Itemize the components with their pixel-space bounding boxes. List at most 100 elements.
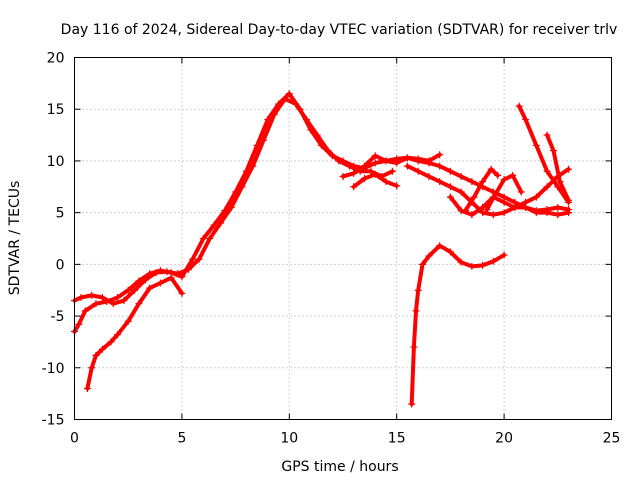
series-track-7 [515, 102, 573, 206]
data-point [522, 203, 530, 211]
data-point [393, 159, 401, 167]
data-point [339, 172, 347, 180]
data-point [446, 183, 454, 191]
data-point [232, 188, 240, 196]
data-point [382, 157, 390, 165]
data-point [554, 203, 562, 211]
data-point [103, 298, 111, 306]
data-point [425, 157, 433, 165]
data-point [83, 384, 91, 392]
series-line [545, 133, 571, 203]
data-point [124, 286, 132, 294]
data-point [500, 198, 508, 206]
y-tick-label: -10 [42, 361, 65, 377]
data-point [517, 188, 525, 196]
data-point [206, 235, 214, 242]
data-point [468, 262, 476, 270]
x-tick-label: 25 [603, 431, 621, 447]
data-point [167, 274, 175, 282]
data-point [131, 286, 139, 294]
data-point [156, 267, 164, 275]
data-point [328, 152, 336, 160]
data-point [487, 165, 495, 173]
data-point [146, 270, 154, 278]
data-point [113, 331, 121, 339]
data-point [509, 171, 517, 179]
data-point [436, 162, 444, 170]
data-point [565, 165, 573, 173]
data-point [483, 206, 491, 214]
data-point [75, 320, 83, 328]
data-point [360, 175, 368, 183]
data-point [408, 400, 416, 408]
data-point [446, 167, 454, 175]
data-point [436, 242, 444, 250]
data-point [489, 257, 497, 265]
data-point [339, 157, 347, 165]
data-point [470, 193, 478, 201]
data-point [468, 178, 476, 186]
x-tick-label: 10 [280, 431, 298, 447]
data-point [107, 338, 115, 346]
data-point [307, 126, 315, 134]
data-point [500, 251, 508, 259]
series-line [85, 275, 184, 391]
y-tick-label: 0 [56, 257, 65, 273]
data-point [367, 167, 375, 175]
y-tick-label: -5 [51, 309, 65, 325]
data-point [371, 170, 379, 178]
data-point [135, 300, 143, 308]
data-point [532, 207, 540, 215]
data-point [350, 162, 358, 170]
data-point [199, 235, 207, 242]
data-point [479, 178, 487, 186]
data-point [565, 206, 573, 214]
data-point [479, 203, 487, 211]
data-point [436, 151, 444, 159]
series-track-4 [339, 151, 444, 180]
series-track-8 [543, 131, 573, 204]
data-point [522, 116, 530, 124]
data-point [210, 221, 218, 229]
chart-title: Day 116 of 2024, Sidereal Day-to-day VTE… [61, 22, 618, 38]
data-point [543, 131, 551, 139]
data-point [98, 345, 106, 353]
data-point [178, 273, 186, 281]
data-point [457, 172, 465, 180]
y-tick-label: -15 [42, 413, 65, 429]
series-line [405, 164, 571, 217]
series-track-11 [483, 171, 525, 214]
data-point [489, 211, 497, 219]
data-point [532, 141, 540, 149]
data-point [425, 252, 433, 260]
data-point [543, 167, 551, 175]
series-line [72, 91, 571, 334]
data-point [418, 260, 426, 268]
data-point [543, 206, 551, 214]
data-point [318, 141, 326, 149]
series-track-12 [350, 170, 401, 191]
data-point [178, 289, 186, 297]
data-point [543, 183, 551, 191]
data-point [500, 176, 508, 184]
data-point [393, 182, 401, 190]
data-point [446, 248, 454, 256]
series-group [71, 90, 573, 408]
x-tick-label: 0 [70, 431, 79, 447]
data-point [403, 154, 411, 162]
data-point [388, 167, 396, 175]
data-point [275, 100, 283, 108]
data-point [285, 90, 293, 98]
y-tick-label: 15 [47, 102, 65, 118]
series-line [517, 104, 571, 205]
series-line [341, 152, 442, 179]
data-point [500, 209, 508, 217]
data-point [371, 152, 379, 160]
data-point [414, 167, 422, 175]
data-point [436, 178, 444, 186]
data-point [242, 167, 250, 175]
data-point [120, 297, 128, 305]
data-point [92, 351, 100, 359]
data-point [414, 286, 422, 294]
